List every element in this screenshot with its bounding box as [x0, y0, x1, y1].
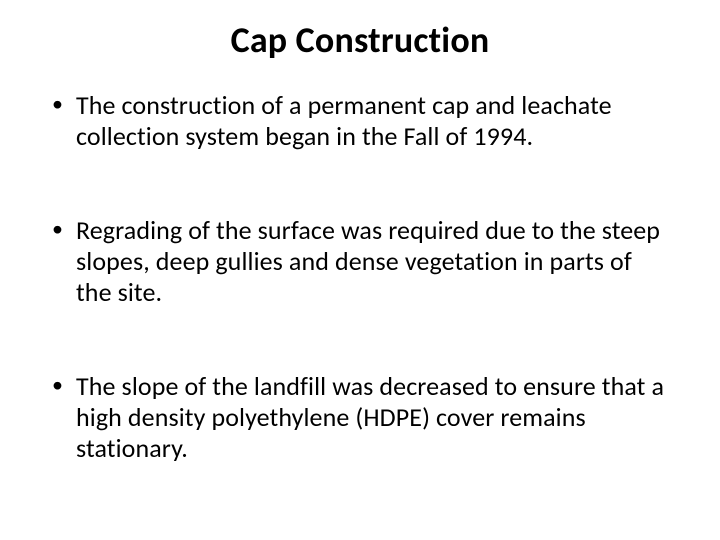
bullet-item: The slope of the landfill was decreased … [48, 371, 672, 463]
slide: Cap Construction The construction of a p… [0, 0, 720, 540]
bullet-list: The construction of a permanent cap and … [48, 90, 672, 463]
bullet-item: The construction of a permanent cap and … [48, 90, 672, 151]
bullet-item: Regrading of the surface was required du… [48, 215, 672, 307]
slide-title: Cap Construction [48, 18, 672, 62]
